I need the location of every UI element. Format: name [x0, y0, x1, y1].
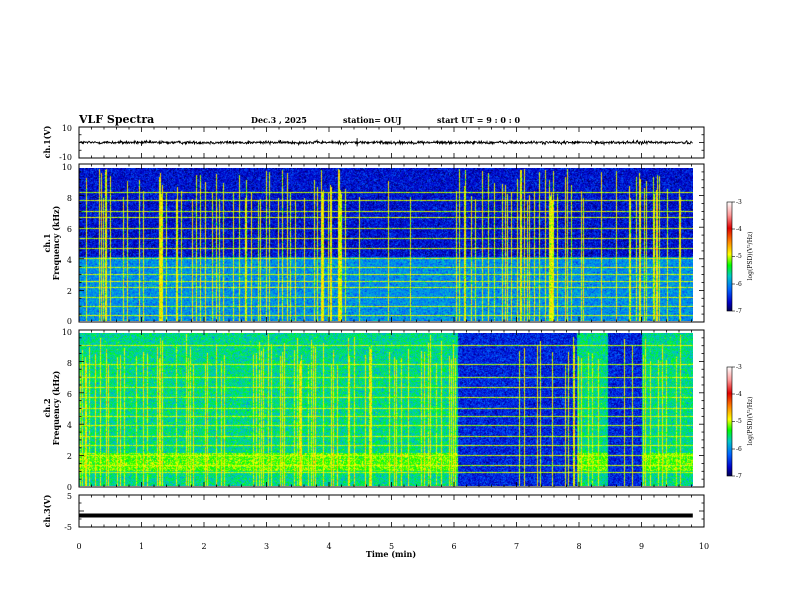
ch2-spec-ylabel-frequency: Frequency (kHz)	[51, 370, 61, 445]
x-tick-label: 7	[514, 542, 519, 551]
ch2-colorbar-label: log(PSD)(V²/Hz)	[747, 397, 754, 446]
ch3-wave-ytick: -5	[64, 523, 72, 532]
ch1-colorbar-label: log(PSD)(V²/Hz)	[747, 232, 754, 281]
axis-ticks	[78, 126, 705, 528]
ch2-spec-ylabel-channel: ch.2	[42, 398, 52, 417]
ch1-spectrogram-image	[79, 168, 693, 321]
ch2-colorbar: -3 -4 -5 -6 -7 log(PSD)(V²/Hz)	[726, 364, 754, 480]
ch1-colorbar-tick: -6	[736, 281, 742, 288]
ch1-colorbar-tick: -4	[736, 226, 742, 233]
ch2-colorbar-tick: -7	[736, 473, 742, 480]
x-axis-label: Time (min)	[366, 549, 416, 559]
ch1-wave-ytick: -10	[59, 153, 72, 162]
ch2-freq-ytick: 6	[67, 390, 72, 399]
figure-title: VLF Spectra	[78, 113, 154, 126]
ch1-freq-ytick: 6	[67, 225, 72, 234]
ch2-freq-ytick: 4	[67, 421, 72, 430]
ch1-freq-ytick: 8	[67, 194, 72, 203]
ch3-wave-ylabel: ch.3(V)	[42, 494, 52, 527]
x-tick-label: 9	[639, 542, 644, 551]
ch2-colorbar-tick: -4	[736, 391, 742, 398]
ch1-spec-ylabel-frequency: Frequency (kHz)	[51, 205, 61, 280]
ch2-spectrogram-image	[79, 333, 693, 486]
header-date: Dec.3 , 2025	[251, 115, 307, 125]
ch1-waveform-trace	[78, 138, 693, 147]
ch1-freq-ytick: 10	[62, 163, 72, 172]
ch1-freq-ytick: 4	[67, 256, 72, 265]
ch3-wave-ytick: 5	[67, 492, 72, 501]
ch1-colorbar-ticks	[732, 201, 735, 312]
ch1-colorbar: -3 -4 -5 -6 -7 log(PSD)(V²/Hz)	[726, 199, 754, 315]
x-tick-label: 1	[139, 542, 144, 551]
ch2-freq-ytick: 8	[67, 359, 72, 368]
ch1-colorbar-tick: -5	[736, 253, 742, 260]
ch1-colorbar-tick: -7	[736, 308, 742, 315]
ch2-colorbar-tick: -5	[736, 418, 742, 425]
header-station: station= OUJ	[343, 115, 402, 125]
ch1-spec-ylabel-channel: ch.1	[42, 233, 52, 252]
ch1-colorbar-tick: -3	[736, 199, 742, 206]
x-tick-label: 2	[201, 542, 206, 551]
ch1-colorbar-ramp	[726, 201, 733, 312]
ch1-freq-ytick: 0	[67, 317, 72, 326]
ch2-freq-ytick: 0	[67, 483, 72, 492]
x-tick-label: 6	[451, 542, 456, 551]
ch1-wave-ylabel: ch.1(V)	[42, 125, 52, 158]
ch2-colorbar-ramp	[726, 366, 733, 477]
x-tick-label: 8	[576, 542, 581, 551]
ch2-colorbar-tick: -6	[736, 446, 742, 453]
x-tick-label: 3	[264, 542, 269, 551]
ch2-freq-ytick: 10	[62, 328, 72, 337]
x-tick-label: 5	[389, 542, 394, 551]
x-tick-label: 10	[699, 542, 709, 551]
x-tick-label: 0	[76, 542, 81, 551]
ch2-colorbar-tick: -3	[736, 364, 742, 371]
ch2-freq-ytick: 2	[67, 452, 72, 461]
header-start-time: start UT = 9 : 0 : 0	[437, 115, 520, 125]
ch2-colorbar-ticks	[732, 366, 735, 477]
ch1-wave-ytick: 10	[62, 124, 72, 133]
ch1-freq-ytick: 2	[67, 287, 72, 296]
x-tick-label: 4	[326, 542, 331, 551]
